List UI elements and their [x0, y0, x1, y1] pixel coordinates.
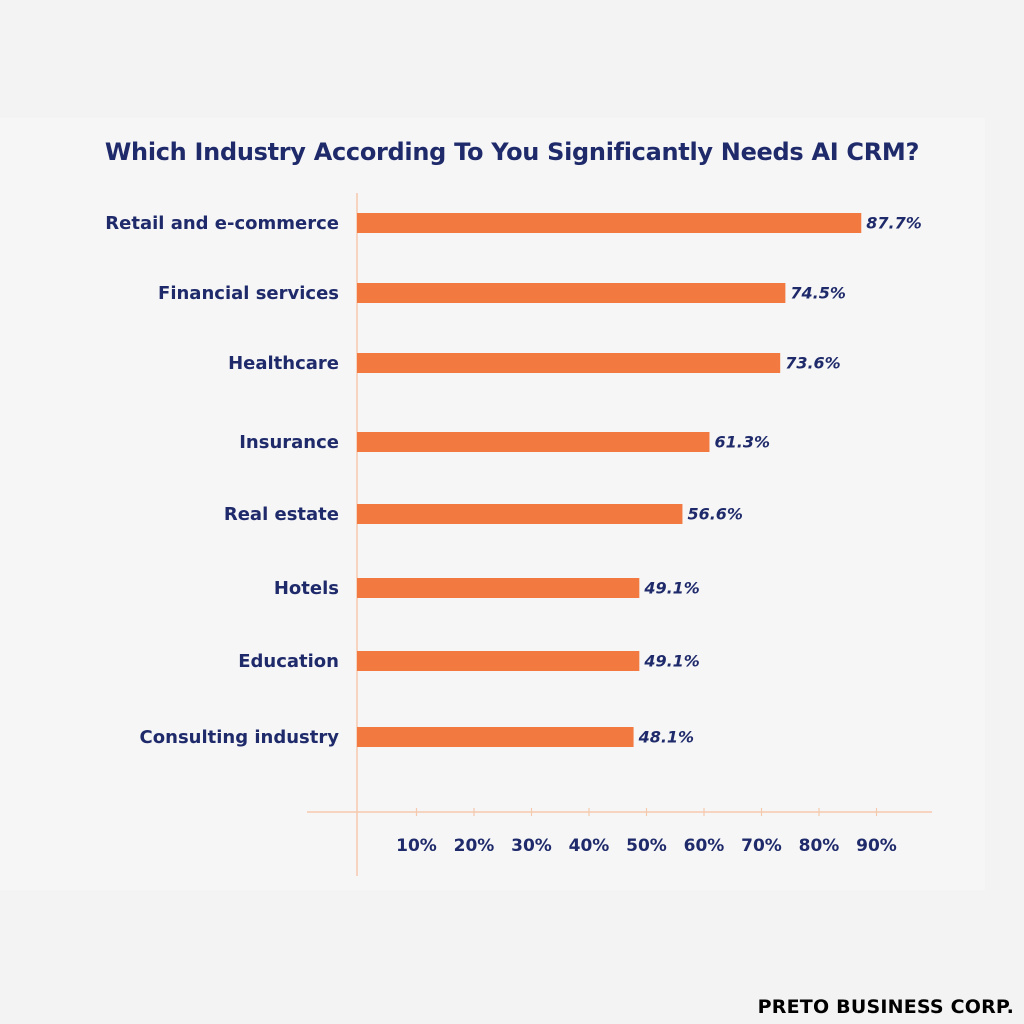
category-label: Healthcare — [228, 353, 339, 374]
bar-4 — [357, 432, 710, 452]
value-labels: 87.7% 74.5% 73.6% 61.3% 56.6% 49.1% 49.1% 48.1% — [638, 214, 922, 747]
x-tick-label: 70% — [741, 836, 782, 856]
bar-6 — [357, 578, 640, 598]
category-label: Education — [238, 651, 339, 672]
category-label: Hotels — [274, 578, 339, 599]
x-axis-ticks: 10% 20% 30% 40% 50% 60% 70% 80% 90% — [396, 808, 897, 856]
value-label: 49.1% — [643, 652, 700, 671]
x-tick-label: 40% — [569, 836, 610, 856]
category-label: Real estate — [224, 504, 339, 525]
chart-title: Which Industry According To You Signific… — [104, 138, 920, 166]
value-label: 56.6% — [687, 505, 743, 524]
category-label: Retail and e-commerce — [105, 213, 339, 234]
x-tick-label: 80% — [799, 836, 840, 856]
chart-axes — [307, 193, 932, 876]
bar-2 — [357, 283, 786, 303]
category-labels: Retail and e-commerce Financial services H… — [105, 213, 339, 748]
bar-5 — [357, 504, 683, 524]
chart-bars — [357, 213, 862, 747]
bar-8 — [357, 727, 634, 747]
x-tick-label: 20% — [454, 836, 495, 856]
value-label: 73.6% — [785, 354, 841, 373]
value-label: 61.3% — [714, 433, 770, 452]
category-label: Insurance — [239, 432, 339, 453]
x-tick-label: 50% — [626, 836, 667, 856]
bar-7 — [357, 651, 640, 671]
brand-watermark: PRETO BUSINESS CORP. — [757, 996, 1014, 1018]
bar-1 — [357, 213, 862, 233]
x-tick-label: 10% — [396, 836, 437, 856]
value-label: 48.1% — [638, 728, 695, 747]
x-tick-label: 60% — [684, 836, 725, 856]
category-label: Consulting industry — [140, 727, 340, 748]
value-label: 49.1% — [643, 579, 700, 598]
x-tick-label: 30% — [511, 836, 552, 856]
bar-3 — [357, 353, 781, 373]
category-label: Financial services — [158, 283, 339, 304]
value-label: 87.7% — [866, 214, 922, 233]
value-label: 74.5% — [790, 284, 846, 303]
x-tick-label: 90% — [856, 836, 897, 856]
